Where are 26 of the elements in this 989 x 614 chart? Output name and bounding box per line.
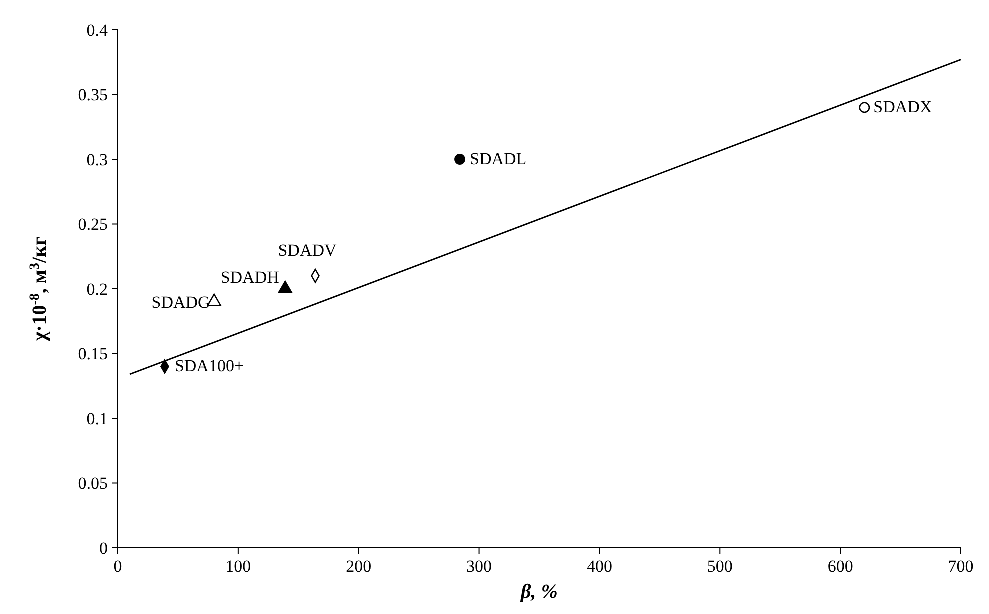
point [454, 154, 466, 165]
point [859, 102, 870, 114]
x-tick-label: 100 [226, 557, 252, 576]
series-label: SDADV [278, 241, 338, 260]
x-tick-label: 500 [707, 557, 733, 576]
series-label: SDADL [470, 150, 527, 168]
x-axis-title: β, % [520, 581, 558, 603]
y-tick-label: 0.4 [86, 20, 108, 40]
x-tick-label: 300 [466, 557, 492, 576]
x-tick-label: 700 [948, 557, 974, 576]
series-label: SDADX [874, 98, 932, 117]
y-tick-label: 0.1 [86, 409, 108, 428]
y-tick-label: 0.05 [78, 474, 108, 494]
series-label: SDADG [152, 292, 210, 312]
y-tick-label: 0 [100, 538, 108, 558]
x-tick-label: 0 [114, 557, 122, 576]
series-label: SDA100+ [174, 356, 244, 376]
series-label: SDADH [220, 268, 280, 287]
x-tick-label: 400 [586, 557, 612, 576]
y-tick-label: 0.25 [78, 215, 108, 234]
y-tick-label: 0.3 [86, 150, 108, 170]
y-tick-label: 0.35 [78, 86, 108, 105]
x-tick-label: 200 [346, 557, 372, 576]
x-tick-label: 600 [828, 557, 854, 576]
y-tick-label: 0.2 [86, 280, 108, 299]
y-tick-label: 0.15 [78, 344, 108, 364]
